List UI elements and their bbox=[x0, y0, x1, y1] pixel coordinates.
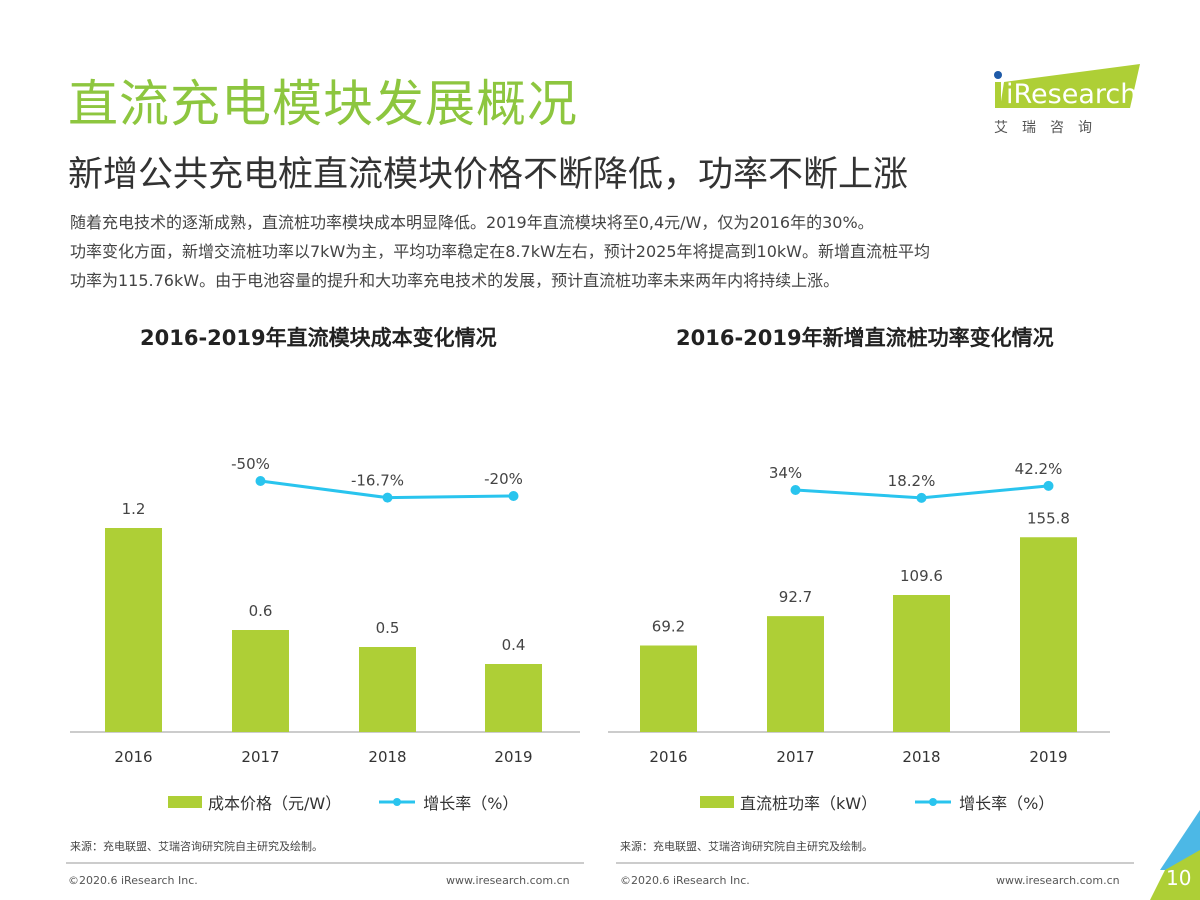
legend-line-icon bbox=[379, 798, 416, 806]
page-title: 直流充电模块发展概况 bbox=[68, 75, 578, 133]
corner-decoration bbox=[1150, 810, 1200, 900]
bar-value-label: 1.2 bbox=[122, 500, 146, 518]
legend-bar-label: 成本价格（元/W） bbox=[208, 794, 342, 813]
legend-line-label: 增长率（%） bbox=[959, 794, 1055, 813]
legend-right: 直流桩功率（kW） 增长率（%） bbox=[700, 790, 1054, 814]
growth-point bbox=[508, 491, 519, 501]
bar-value-label: 0.6 bbox=[249, 602, 273, 620]
growth-label: -50% bbox=[231, 455, 270, 473]
summary-line: 功率变化方面，新增交流桩功率以7kW为主，平均功率稳定在8.7kW左右，预计20… bbox=[70, 242, 930, 261]
iresearch-logo: iResearch 艾瑞咨询 bbox=[990, 62, 1142, 142]
page-subtitle: 新增公共充电桩直流模块价格不断降低，功率不断上涨 bbox=[68, 155, 909, 195]
page-number: 10 bbox=[1166, 866, 1192, 890]
chart-title-right: 2016-2019年新增直流桩功率变化情况 bbox=[676, 326, 1054, 350]
chart-left: 1.2 2016 0.6 2017 0.5 2018 0.4 2019 -50% -16.7% -2… bbox=[70, 455, 580, 766]
website-link[interactable]: www.iresearch.com.cn bbox=[446, 874, 570, 887]
x-tick-label: 2017 bbox=[776, 748, 814, 766]
growth-point bbox=[255, 476, 266, 486]
source-note-right: 来源：充电联盟、艾瑞咨询研究院自主研究及绘制。 bbox=[620, 840, 873, 853]
bar-value-label: 0.4 bbox=[502, 636, 526, 654]
bar-value-label: 92.7 bbox=[779, 588, 812, 606]
bar-value-label: 0.5 bbox=[376, 619, 400, 637]
bar bbox=[105, 528, 162, 732]
summary-line: 功率为115.76kW。由于电池容量的提升和大功率充电技术的发展，预计直流桩功率… bbox=[70, 271, 840, 290]
bar bbox=[485, 664, 542, 732]
x-tick-label: 2019 bbox=[1029, 748, 1067, 766]
copyright: ©2020.6 iResearch Inc. bbox=[620, 874, 750, 887]
x-tick-label: 2018 bbox=[902, 748, 940, 766]
summary-text: 随着充电技术的逐渐成熟，直流桩功率模块成本明显降低。2019年直流模块将至0,4… bbox=[70, 208, 1150, 295]
source-note-left: 来源：充电联盟、艾瑞咨询研究院自主研究及绘制。 bbox=[70, 840, 323, 853]
x-tick-label: 2016 bbox=[649, 748, 687, 766]
growth-point bbox=[916, 492, 927, 503]
bar bbox=[359, 647, 416, 732]
growth-point bbox=[1043, 480, 1054, 491]
summary-line: 随着充电技术的逐渐成熟，直流桩功率模块成本明显降低。2019年直流模块将至0,4… bbox=[70, 213, 874, 232]
bar-value-label: 155.8 bbox=[1027, 509, 1070, 527]
x-tick-label: 2016 bbox=[114, 748, 152, 766]
bar bbox=[1020, 537, 1077, 732]
svg-text:艾瑞咨询: 艾瑞咨询 bbox=[994, 120, 1106, 136]
legend-bar-swatch bbox=[168, 796, 202, 808]
copyright: ©2020.6 iResearch Inc. bbox=[68, 874, 198, 887]
divider bbox=[66, 862, 584, 864]
website-link[interactable]: www.iresearch.com.cn bbox=[996, 874, 1120, 887]
legend-line-label: 增长率（%） bbox=[423, 794, 519, 813]
growth-label: -20% bbox=[484, 470, 523, 488]
bar-value-label: 109.6 bbox=[900, 567, 943, 585]
bar bbox=[232, 630, 289, 732]
divider bbox=[616, 862, 1134, 864]
bar bbox=[640, 645, 697, 732]
growth-point bbox=[382, 492, 393, 503]
chart-title-left: 2016-2019年直流模块成本变化情况 bbox=[140, 326, 497, 350]
legend-bar-label: 直流桩功率（kW） bbox=[740, 794, 878, 813]
growth-label: 18.2% bbox=[888, 472, 936, 490]
bar bbox=[893, 595, 950, 732]
bar bbox=[767, 616, 824, 732]
x-tick-label: 2018 bbox=[368, 748, 406, 766]
x-tick-label: 2019 bbox=[494, 748, 532, 766]
legend-bar-swatch bbox=[700, 796, 734, 808]
logo-text: iResearch bbox=[1006, 79, 1137, 110]
bar-value-label: 69.2 bbox=[652, 618, 685, 636]
x-tick-label: 2017 bbox=[241, 748, 279, 766]
legend-line-icon bbox=[915, 798, 952, 806]
growth-label: 34% bbox=[769, 464, 802, 482]
growth-label: 42.2% bbox=[1015, 460, 1063, 478]
growth-label: -16.7% bbox=[351, 472, 404, 490]
legend-left: 成本价格（元/W） 增长率（%） bbox=[168, 790, 518, 814]
growth-point bbox=[790, 485, 801, 495]
chart-right: 69.2 2016 92.7 2017 109.6 2018 155.8 2019 34% 18.… bbox=[608, 460, 1110, 766]
